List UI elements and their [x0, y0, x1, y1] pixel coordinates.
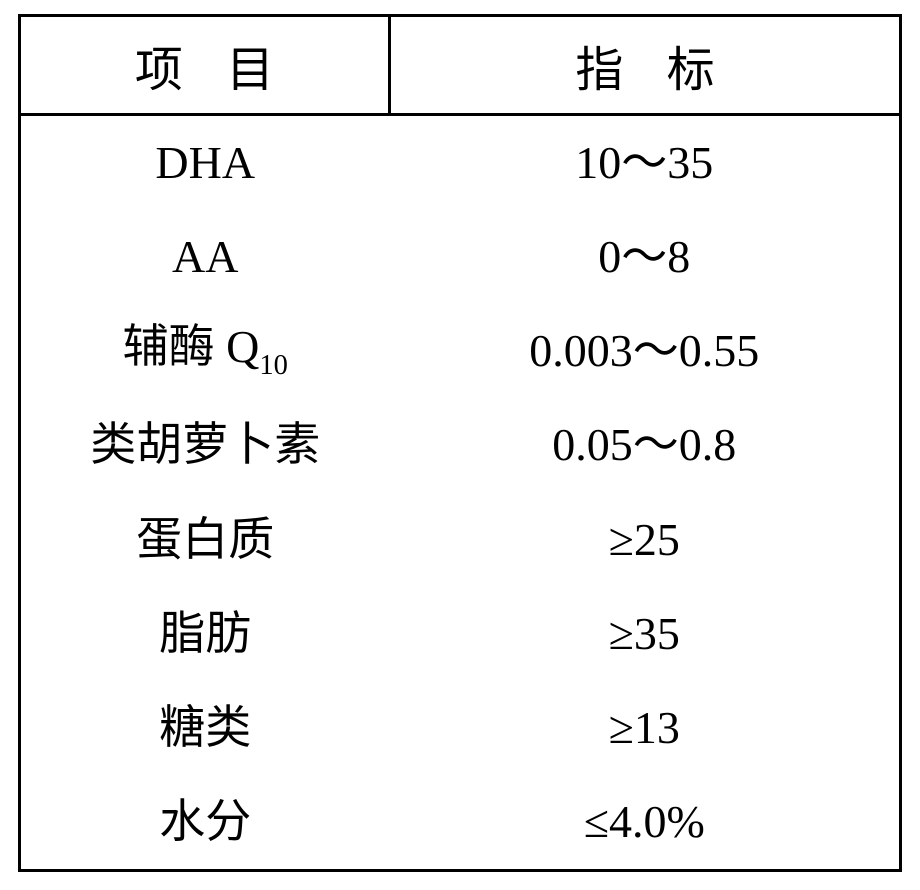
cell-item: 水分: [20, 775, 390, 871]
table-row: DHA 10～35: [20, 115, 901, 211]
cell-value: 0～8: [390, 210, 901, 304]
table-body: DHA 10～35 AA 0～8 辅酶 Q10 0.003～0.55 类胡萝卜素 0.05～0…: [20, 115, 901, 871]
cell-item-base: 辅酶 Q: [123, 321, 260, 372]
table-row: AA 0～8: [20, 210, 901, 304]
cell-item-text: DHA: [155, 137, 255, 188]
cell-item: AA: [20, 210, 390, 304]
cell-item-text: AA: [172, 231, 238, 282]
cell-item-text: 糖类: [159, 702, 251, 753]
cell-item: 辅酶 Q10: [20, 304, 390, 398]
cell-value: 0.003～0.55: [390, 304, 901, 398]
spec-table: 项目 指标 DHA 10～35 AA 0～8 辅酶 Q10 0.003～0.55 类胡萝卜素…: [18, 14, 902, 872]
col-header-item: 项目: [20, 16, 390, 115]
table-row: 水分 ≤4.0%: [20, 775, 901, 871]
table-container: 项目 指标 DHA 10～35 AA 0～8 辅酶 Q10 0.003～0.55 类胡萝卜素…: [0, 0, 920, 890]
cell-value-text: 0～8: [598, 231, 690, 282]
table-header-row: 项目 指标: [20, 16, 901, 115]
table-row: 脂肪 ≥35: [20, 587, 901, 681]
cell-value-text: ≥35: [609, 608, 680, 659]
table-row: 辅酶 Q10 0.003～0.55: [20, 304, 901, 398]
cell-item-subscript: 10: [259, 350, 288, 381]
cell-value-text: ≤4.0%: [584, 796, 705, 847]
table-row: 蛋白质 ≥25: [20, 492, 901, 586]
cell-value-text: ≥25: [609, 514, 680, 565]
cell-item: 脂肪: [20, 587, 390, 681]
cell-value: 10～35: [390, 115, 901, 211]
cell-value: ≤4.0%: [390, 775, 901, 871]
cell-value-text: ≥13: [609, 702, 680, 753]
cell-item: 类胡萝卜素: [20, 398, 390, 492]
cell-value-text: 0.05～0.8: [552, 419, 736, 470]
cell-item: 糖类: [20, 681, 390, 775]
cell-value: 0.05～0.8: [390, 398, 901, 492]
cell-value-text: 0.003～0.55: [529, 325, 759, 376]
cell-item-text: 类胡萝卜素: [90, 419, 320, 470]
cell-value: ≥25: [390, 492, 901, 586]
cell-value-text: 10～35: [575, 137, 713, 188]
cell-item-text: 水分: [159, 796, 251, 847]
cell-item-text: 蛋白质: [136, 514, 274, 565]
cell-item: 蛋白质: [20, 492, 390, 586]
cell-value: ≥35: [390, 587, 901, 681]
col-header-item-char2: 目: [226, 44, 274, 97]
cell-value: ≥13: [390, 681, 901, 775]
table-row: 类胡萝卜素 0.05～0.8: [20, 398, 901, 492]
col-header-value: 指标: [390, 16, 901, 115]
cell-item-text: 脂肪: [159, 608, 251, 659]
col-header-value-char2: 标: [667, 44, 715, 97]
col-header-value-char1: 指: [575, 44, 623, 97]
cell-item: DHA: [20, 115, 390, 211]
table-row: 糖类 ≥13: [20, 681, 901, 775]
col-header-item-char1: 项: [135, 44, 183, 97]
